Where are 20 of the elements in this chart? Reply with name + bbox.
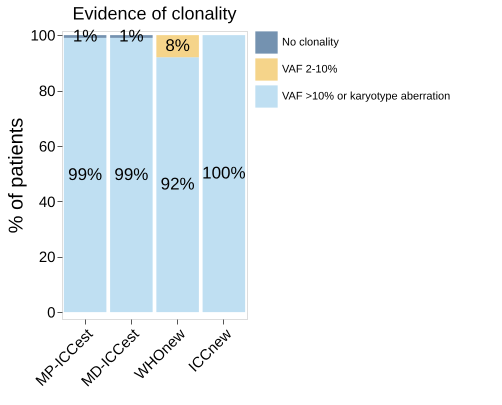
legend-label: VAF 2-10% [282, 64, 338, 76]
data-label: 100% [202, 164, 246, 183]
chart-title: Evidence of clonality [72, 4, 237, 24]
bar [156, 57, 199, 312]
legend-label: VAF >10% or karyotype aberration [282, 90, 450, 102]
data-label: 1% [119, 26, 144, 46]
data-label: 99% [68, 165, 102, 184]
data-label: 8% [165, 36, 190, 56]
y-axis-title: % of patients [5, 118, 28, 234]
data-label: 1% [72, 26, 98, 46]
y-tick-label: 20 [38, 249, 56, 266]
y-tick-label: 60 [38, 138, 56, 156]
y-tick-label: 0 [47, 304, 56, 322]
y-tick-label: 40 [38, 194, 56, 211]
y-tick-label: 80 [38, 83, 56, 100]
y-tick-label: 100 [30, 28, 56, 45]
data-label: 92% [160, 174, 195, 194]
legend-label: No clonality [282, 36, 340, 48]
data-label: 99% [114, 165, 148, 184]
bar [202, 35, 246, 312]
